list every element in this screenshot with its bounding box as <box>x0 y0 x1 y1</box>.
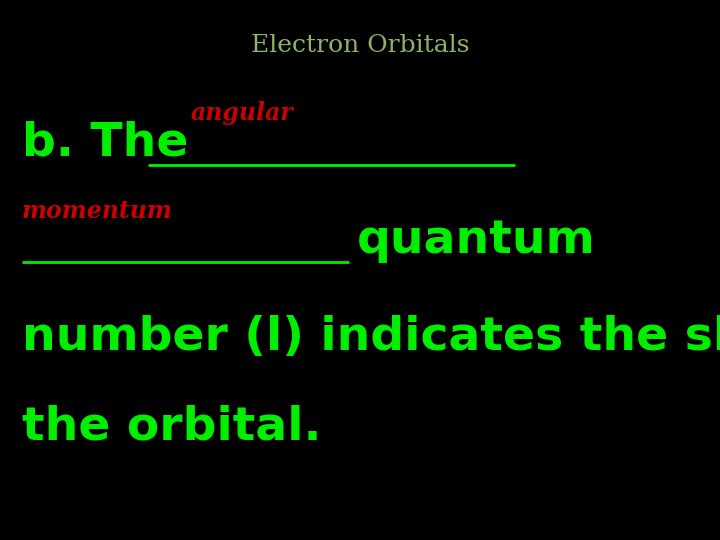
Text: angular: angular <box>191 102 294 125</box>
Text: the orbital.: the orbital. <box>22 404 321 449</box>
Text: Electron Orbitals: Electron Orbitals <box>251 35 469 57</box>
Text: number (l) indicates the shape of: number (l) indicates the shape of <box>22 315 720 360</box>
Text: b. The: b. The <box>22 120 204 166</box>
Text: quantum: quantum <box>356 218 595 263</box>
Text: momentum: momentum <box>22 199 173 222</box>
